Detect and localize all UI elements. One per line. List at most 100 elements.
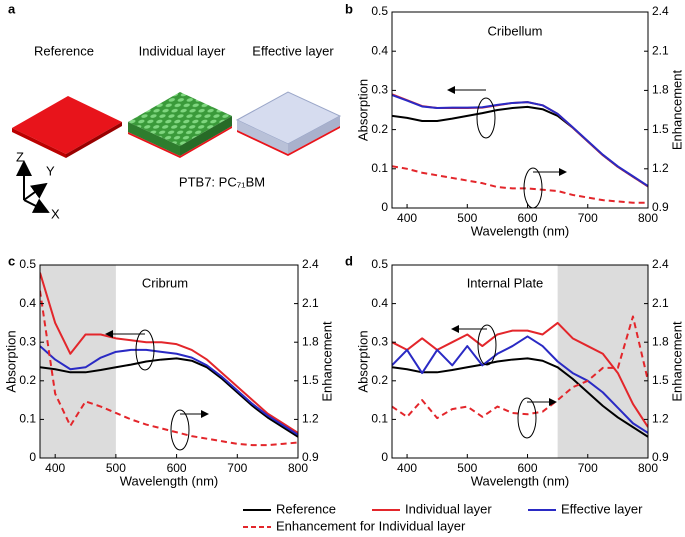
annotation-ellipse xyxy=(517,397,537,439)
slab-edge xyxy=(66,122,122,158)
panel-label: d xyxy=(345,253,353,268)
annotation: Cribrum xyxy=(142,275,188,290)
series-line xyxy=(392,105,648,188)
y-tick-label: 0.2 xyxy=(19,373,36,387)
chart-panel: 400 500 600 700 800 0 0.1 0.2 0.3 0.4 0.5 0.9 1.2 1.5… xyxy=(345,1,684,238)
y-tick-label: 0.3 xyxy=(19,334,36,348)
axis-name: Y xyxy=(46,163,55,178)
y-tick-label: 0.2 xyxy=(371,373,388,387)
series-line xyxy=(40,272,298,434)
x-tick-label: 400 xyxy=(397,211,417,225)
individual-slab xyxy=(128,92,232,146)
x-tick-label: 600 xyxy=(167,461,187,475)
y2-tick-label: 0.9 xyxy=(302,450,319,464)
y2-tick-label: 2.1 xyxy=(652,296,669,310)
y-tick-label: 0.5 xyxy=(371,257,388,271)
y-tick-label: 0.3 xyxy=(371,83,388,97)
y2-tick-label: 1.2 xyxy=(302,412,319,426)
y2-tick-label: 2.4 xyxy=(652,257,669,271)
x-tick-label: 800 xyxy=(288,461,308,475)
annotation-ellipse xyxy=(477,324,497,366)
series-line xyxy=(392,357,648,438)
x-axis-label: Wavelength (nm) xyxy=(471,473,570,488)
series-line xyxy=(392,165,648,204)
series-line xyxy=(40,345,298,436)
highlight-band xyxy=(557,265,648,458)
x-tick-label: 500 xyxy=(457,461,477,475)
y-tick-label: 0.2 xyxy=(371,122,388,136)
annotation: Cribellum xyxy=(488,23,543,38)
slab-edge xyxy=(12,128,66,158)
y-axis-label: Absorption xyxy=(355,330,370,392)
x-axis-label: Wavelength (nm) xyxy=(471,223,570,238)
axes-icon xyxy=(16,160,50,213)
diagram-label: Effective layer xyxy=(252,43,334,58)
slab-edge xyxy=(288,116,340,154)
series-line xyxy=(392,321,648,428)
x-axis-label: Wavelength (nm) xyxy=(120,473,219,488)
x-tick-label: 500 xyxy=(106,461,126,475)
series-line xyxy=(392,94,648,187)
x-tick-label: 400 xyxy=(45,461,65,475)
plot-frame xyxy=(391,11,649,209)
slab-edge xyxy=(180,116,232,156)
y2-tick-label: 1.8 xyxy=(302,334,319,348)
slab-edge xyxy=(237,126,340,156)
y2-tick-label: 1.5 xyxy=(652,122,669,136)
panel-label: b xyxy=(345,1,353,16)
y2-axis-label: Enhancement xyxy=(669,70,684,151)
y2-tick-label: 1.2 xyxy=(652,412,669,426)
y-tick-label: 0.1 xyxy=(19,412,36,426)
legend: Reference Individual layer Effective layer… xyxy=(243,501,643,533)
x-tick-label: 800 xyxy=(638,461,658,475)
x-tick-label: 600 xyxy=(518,211,538,225)
y2-tick-label: 0.9 xyxy=(652,200,669,214)
slab-edge xyxy=(128,122,180,156)
x-tick-label: 700 xyxy=(578,461,598,475)
annotation-ellipse xyxy=(170,409,190,451)
diagram-label: Individual layer xyxy=(139,43,226,58)
panel-a: a Reference Individual layer Effective l… xyxy=(8,1,342,221)
y-axis-label: Absorption xyxy=(3,330,18,392)
x-tick-label: 500 xyxy=(457,211,477,225)
y2-tick-label: 1.8 xyxy=(652,334,669,348)
legend-label: Reference xyxy=(276,501,336,516)
plot-frame xyxy=(39,264,299,459)
y2-tick-label: 2.4 xyxy=(652,4,669,18)
y-axis-label: Absorption xyxy=(355,79,370,141)
slab-edge xyxy=(128,126,232,158)
axis-name: X xyxy=(51,206,60,221)
y-tick-label: 0.1 xyxy=(371,161,388,175)
legend-label: Enhancement for Individual layer xyxy=(276,518,466,533)
x-tick-label: 700 xyxy=(578,211,598,225)
y2-tick-label: 1.5 xyxy=(652,373,669,387)
series-line xyxy=(40,357,298,438)
x-tick-label: 400 xyxy=(397,461,417,475)
annotation-ellipse xyxy=(135,329,155,371)
plot-frame xyxy=(391,264,649,459)
highlight-band xyxy=(40,265,116,458)
y2-axis-label: Enhancement xyxy=(319,321,334,402)
y2-tick-label: 1.8 xyxy=(652,83,669,97)
y2-tick-label: 2.4 xyxy=(302,257,319,271)
annotation: Internal Plate xyxy=(467,275,544,290)
series-line xyxy=(392,315,648,420)
panel-label: a xyxy=(8,1,16,16)
y2-axis-label: Enhancement xyxy=(669,321,684,402)
reference-slab xyxy=(12,96,122,154)
y-tick-label: 0.5 xyxy=(19,257,36,271)
material-label: PTB7: PC₇₁BM xyxy=(179,174,265,189)
y-tick-label: 0.1 xyxy=(371,412,388,426)
legend-label: Effective layer xyxy=(561,501,643,516)
chart-panel: 400 500 600 700 800 0 0.1 0.2 0.3 0.4 0.5 0.9 1.2 1.5… xyxy=(345,253,684,488)
slab-edge xyxy=(237,120,288,154)
y2-tick-label: 0.9 xyxy=(652,450,669,464)
y-tick-label: 0 xyxy=(381,200,388,214)
y-tick-label: 0.4 xyxy=(371,43,388,57)
y2-tick-label: 1.5 xyxy=(302,373,319,387)
y-tick-label: 0.5 xyxy=(371,4,388,18)
axis-name: Z xyxy=(16,149,24,164)
series-line xyxy=(40,290,298,447)
y-tick-label: 0.4 xyxy=(371,296,388,310)
